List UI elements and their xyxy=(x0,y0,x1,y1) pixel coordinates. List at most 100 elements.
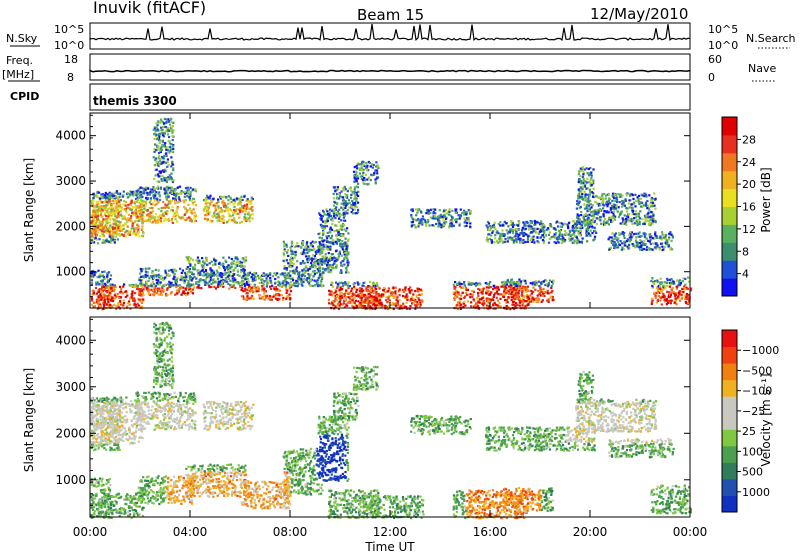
echo-cell xyxy=(647,212,650,215)
echo-cell xyxy=(149,191,152,194)
echo-cell xyxy=(474,304,477,307)
echo-cell xyxy=(309,242,312,245)
echo-cell xyxy=(643,195,646,198)
echo-cell xyxy=(525,304,528,307)
echo-cell xyxy=(233,205,236,209)
echo-cell xyxy=(101,193,104,196)
echo-cell xyxy=(464,291,467,294)
echo-cell xyxy=(223,268,226,271)
echo-cell xyxy=(486,240,490,243)
echo-cell xyxy=(312,258,315,261)
echo-cell xyxy=(337,233,340,236)
echo-cell xyxy=(160,207,163,210)
echo-cell xyxy=(151,271,154,274)
echo-cell xyxy=(140,279,144,282)
echo-cell xyxy=(592,239,595,242)
echo-cell xyxy=(90,272,93,275)
echo-cell xyxy=(125,211,128,214)
echo-cell xyxy=(315,280,318,283)
echo-cell xyxy=(459,208,462,211)
echo-cell xyxy=(597,211,600,214)
echo-cell xyxy=(469,211,472,214)
echo-cell xyxy=(621,217,624,220)
echo-cell xyxy=(127,213,131,216)
echo-cell xyxy=(90,221,93,224)
echo-cell xyxy=(343,245,346,248)
echo-cell xyxy=(106,207,109,210)
echo-cell xyxy=(564,238,567,242)
echo-cell xyxy=(561,233,564,236)
echo-cell xyxy=(163,284,166,288)
echo-cell xyxy=(139,294,142,297)
echo-cell xyxy=(392,295,395,298)
echo-cell xyxy=(465,224,468,227)
echo-cell xyxy=(505,291,508,295)
echo-cell xyxy=(215,202,218,205)
echo-cell xyxy=(269,273,272,276)
echo-cell xyxy=(92,305,95,308)
echo-cell xyxy=(245,216,248,219)
echo-cell xyxy=(336,304,339,307)
echo-cell xyxy=(572,229,575,232)
echo-cell xyxy=(577,239,580,242)
echo-cell xyxy=(167,283,170,286)
echo-cell xyxy=(524,240,527,244)
echo-cell xyxy=(146,271,149,274)
echo-cell xyxy=(133,202,136,205)
echo-cell xyxy=(295,279,298,282)
echo-cell xyxy=(605,221,608,224)
echo-cell xyxy=(144,270,147,273)
echo-cell xyxy=(171,209,174,212)
echo-cell xyxy=(169,190,172,193)
echo-cell xyxy=(520,241,523,244)
echo-cell xyxy=(653,192,656,195)
echo-cell xyxy=(106,240,109,243)
echo-cell xyxy=(416,211,419,214)
echo-cell xyxy=(257,290,260,293)
echo-cell xyxy=(217,212,220,215)
echo-cell xyxy=(539,236,543,239)
echo-cell xyxy=(155,291,158,294)
echo-cell xyxy=(551,295,554,298)
echo-cell xyxy=(210,260,213,263)
echo-cell xyxy=(499,239,503,242)
echo-cell xyxy=(526,240,529,243)
echo-cell xyxy=(146,288,149,292)
echo-cell xyxy=(113,303,116,306)
echo-cell xyxy=(525,289,528,292)
echo-cell xyxy=(116,233,119,236)
echo-cell xyxy=(362,301,365,304)
echo-cell xyxy=(165,192,168,195)
echo-cell xyxy=(455,304,458,307)
echo-cell xyxy=(297,245,300,248)
echo-cell xyxy=(146,214,149,217)
echo-cell xyxy=(300,280,303,284)
echo-cell xyxy=(101,241,104,244)
echo-cell xyxy=(235,208,238,211)
echo-cell xyxy=(161,214,164,217)
echo-cell xyxy=(453,298,456,301)
echo-cell xyxy=(364,285,368,288)
echo-cell xyxy=(138,298,141,301)
echo-cell xyxy=(547,233,550,237)
echo-cell xyxy=(323,239,326,242)
echo-cell xyxy=(175,210,178,213)
echo-cell xyxy=(438,222,441,225)
echo-cell xyxy=(506,236,510,239)
echo-cell xyxy=(185,278,188,281)
echo-cell xyxy=(282,298,285,302)
echo-cell xyxy=(104,208,107,211)
echo-cell xyxy=(291,265,294,268)
echo-cell xyxy=(248,288,251,291)
nsky-tick-bottom: 10^0 xyxy=(54,39,84,52)
echo-cell xyxy=(194,263,197,266)
echo-cell xyxy=(325,239,328,242)
echo-cell xyxy=(519,232,522,235)
echo-cell xyxy=(210,283,213,286)
echo-cell xyxy=(195,259,198,262)
echo-cell xyxy=(189,264,192,267)
echo-cell xyxy=(344,241,347,244)
echo-cell xyxy=(525,287,528,290)
echo-cell xyxy=(103,240,106,243)
echo-cell xyxy=(249,206,252,209)
